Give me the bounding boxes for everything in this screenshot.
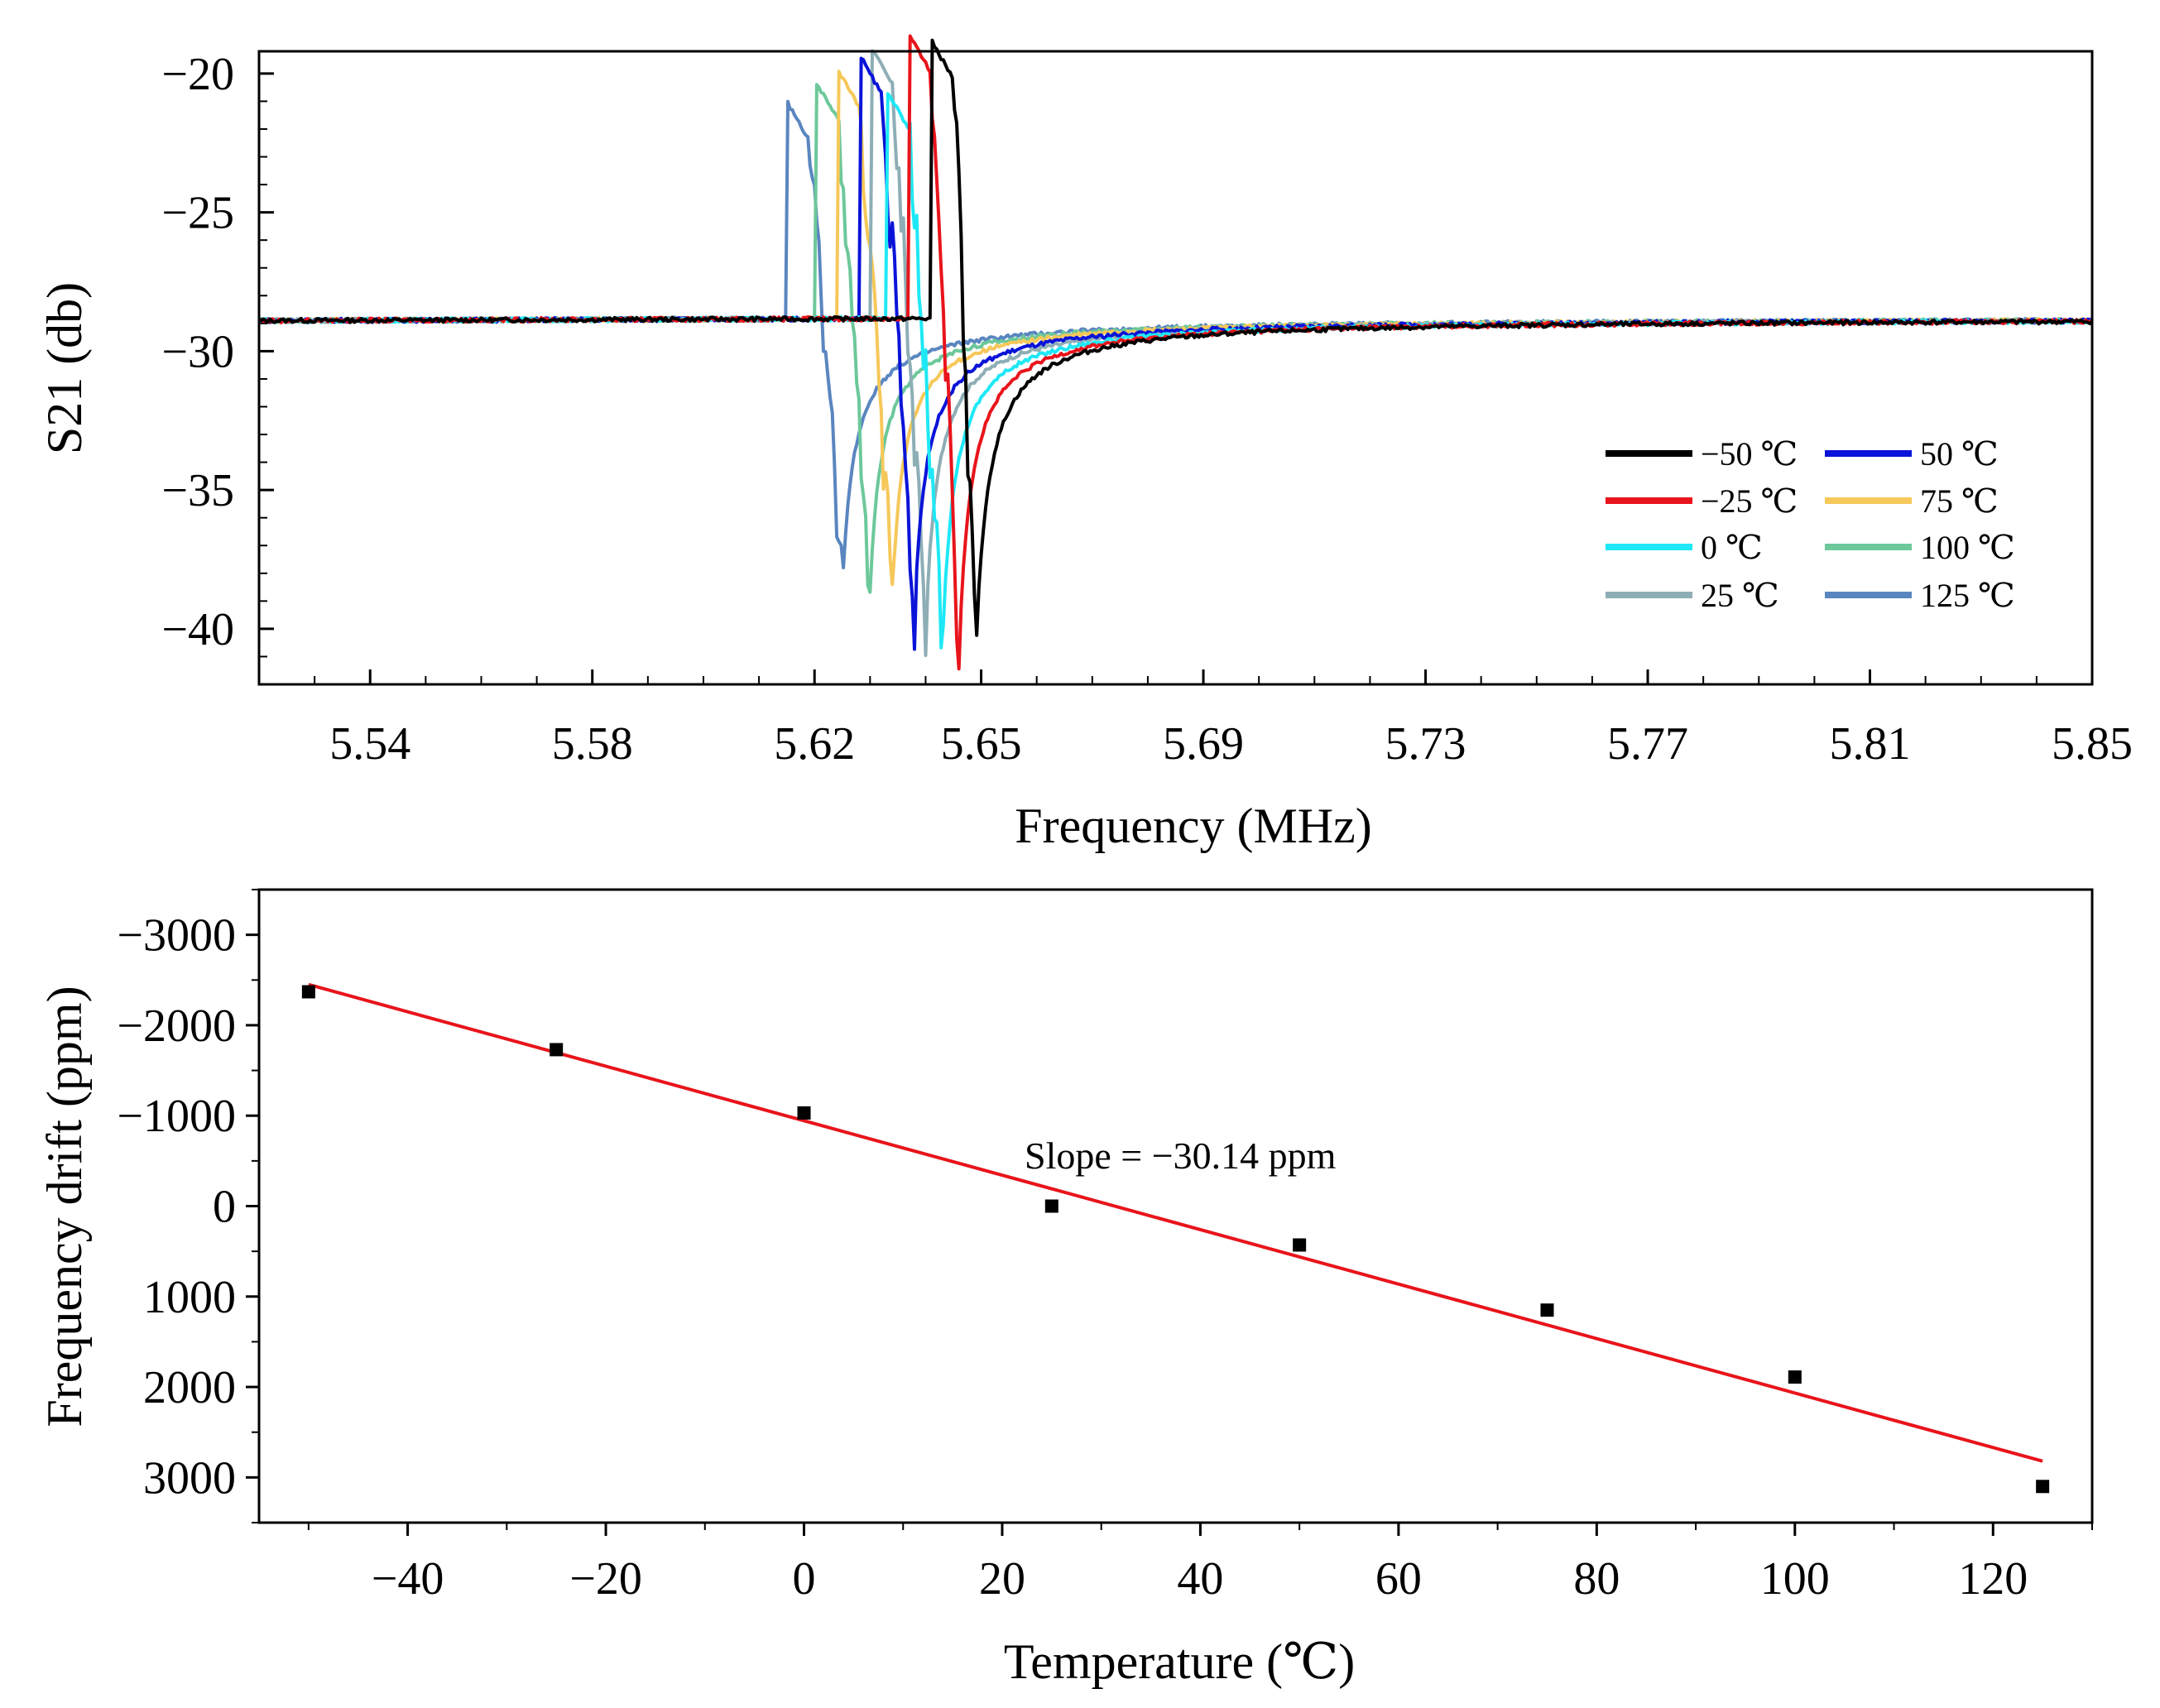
legend-label: 75 ℃	[1920, 482, 1999, 520]
s21-series-line	[258, 34, 2093, 671]
bottom-x-axis-title: Temperature (℃)	[1004, 1634, 1355, 1689]
data-point	[550, 1043, 564, 1057]
legend-label: −25 ℃	[1701, 482, 1798, 520]
s21-series-group	[257, 34, 2094, 671]
frequency-drift-chart: −40 −20 0 20 40 60 80 100 120 −3000 −2000 −1000 0 100…	[37, 888, 2094, 1689]
bottom-y-tick-label: −1000	[117, 1091, 236, 1142]
bottom-x-tick-label: 20	[979, 1553, 1025, 1605]
bottom-x-tick-label: 0	[793, 1553, 816, 1605]
bottom-x-tick-label: −20	[569, 1553, 642, 1605]
data-point	[1293, 1238, 1307, 1252]
legend-label: −50 ℃	[1701, 435, 1798, 473]
s21-series-line	[258, 56, 2093, 651]
bottom-x-tick-label: 120	[1958, 1553, 2028, 1605]
bottom-axis-ticks: −40 −20 0 20 40 60 80 100 120 −3000 −2000 −1000 0 100…	[117, 889, 2093, 1605]
bottom-y-axis-title: Frequency drift (ppm)	[37, 986, 92, 1427]
top-x-tick-label: 5.62	[774, 718, 855, 770]
legend-label: 100 ℃	[1920, 529, 2015, 566]
bottom-x-tick-label: 100	[1760, 1553, 1830, 1605]
top-x-axis-title: Frequency (MHz)	[1015, 799, 1372, 853]
s21-series-line	[257, 92, 2094, 650]
top-y-tick-label: −40	[161, 604, 234, 655]
bottom-x-tick-label: −40	[372, 1553, 444, 1605]
bottom-x-tick-label: 80	[1573, 1553, 1620, 1605]
top-x-tick-label: 5.85	[2052, 718, 2133, 770]
data-point	[797, 1106, 811, 1120]
data-point	[2036, 1480, 2050, 1494]
s21-series-line	[257, 49, 2094, 657]
bottom-y-tick-label: −2000	[117, 1000, 236, 1052]
top-y-tick-label: −25	[161, 188, 234, 239]
top-x-tick-label: 5.73	[1385, 718, 1466, 770]
top-y-tick-label: −35	[161, 465, 234, 516]
data-point	[1044, 1199, 1058, 1213]
bottom-y-tick-label: −3000	[117, 910, 236, 962]
data-point	[1788, 1370, 1802, 1384]
bottom-plot-frame	[257, 888, 2094, 1524]
bottom-y-tick-label: 0	[213, 1182, 236, 1233]
top-x-tick-label: 5.77	[1607, 718, 1688, 770]
s21-series-line	[257, 70, 2093, 587]
top-x-tick-label: 5.58	[552, 718, 633, 770]
bottom-plot-area	[301, 982, 2050, 1494]
top-plot-frame	[257, 50, 2094, 686]
data-point	[1540, 1303, 1554, 1317]
s21-series-line	[257, 83, 2093, 594]
bottom-x-tick-label: 60	[1375, 1553, 1422, 1605]
legend-label: 0 ℃	[1701, 529, 1763, 566]
legend-label: 50 ℃	[1920, 435, 1999, 473]
top-axis-ticks: 5.54 5.58 5.62 5.65 5.69 5.73 5.77 5.81 5.85 −20 −…	[161, 49, 2133, 770]
top-legend: −50 ℃ 50 ℃ −25 ℃ 75 ℃ 0 ℃ 100 ℃ 25 ℃ 125 ℃	[1606, 435, 2015, 614]
legend-label: 25 ℃	[1701, 577, 1779, 614]
top-x-tick-label: 5.54	[329, 718, 410, 770]
bottom-x-tick-label: 40	[1177, 1553, 1223, 1605]
top-x-tick-label: 5.65	[941, 718, 1022, 770]
s21-series-line	[258, 38, 2094, 637]
top-x-tick-label: 5.69	[1163, 718, 1244, 770]
top-y-axis-title: S21 (db)	[37, 282, 92, 454]
fit-line	[308, 982, 2043, 1463]
top-y-tick-label: −30	[161, 326, 234, 377]
bottom-y-tick-label: 3000	[143, 1452, 236, 1504]
top-x-tick-label: 5.81	[1830, 718, 1911, 770]
top-y-tick-label: −20	[161, 49, 234, 100]
legend-label: 125 ℃	[1920, 577, 2015, 614]
data-point	[301, 985, 315, 999]
s21-spectrum-chart: 5.54 5.58 5.62 5.65 5.69 5.73 5.77 5.81 5.85 −20 −…	[37, 34, 2133, 853]
slope-annotation: Slope = −30.14 ppm	[1025, 1135, 1337, 1177]
bottom-y-tick-label: 1000	[143, 1272, 236, 1323]
bottom-y-tick-label: 2000	[143, 1362, 236, 1413]
